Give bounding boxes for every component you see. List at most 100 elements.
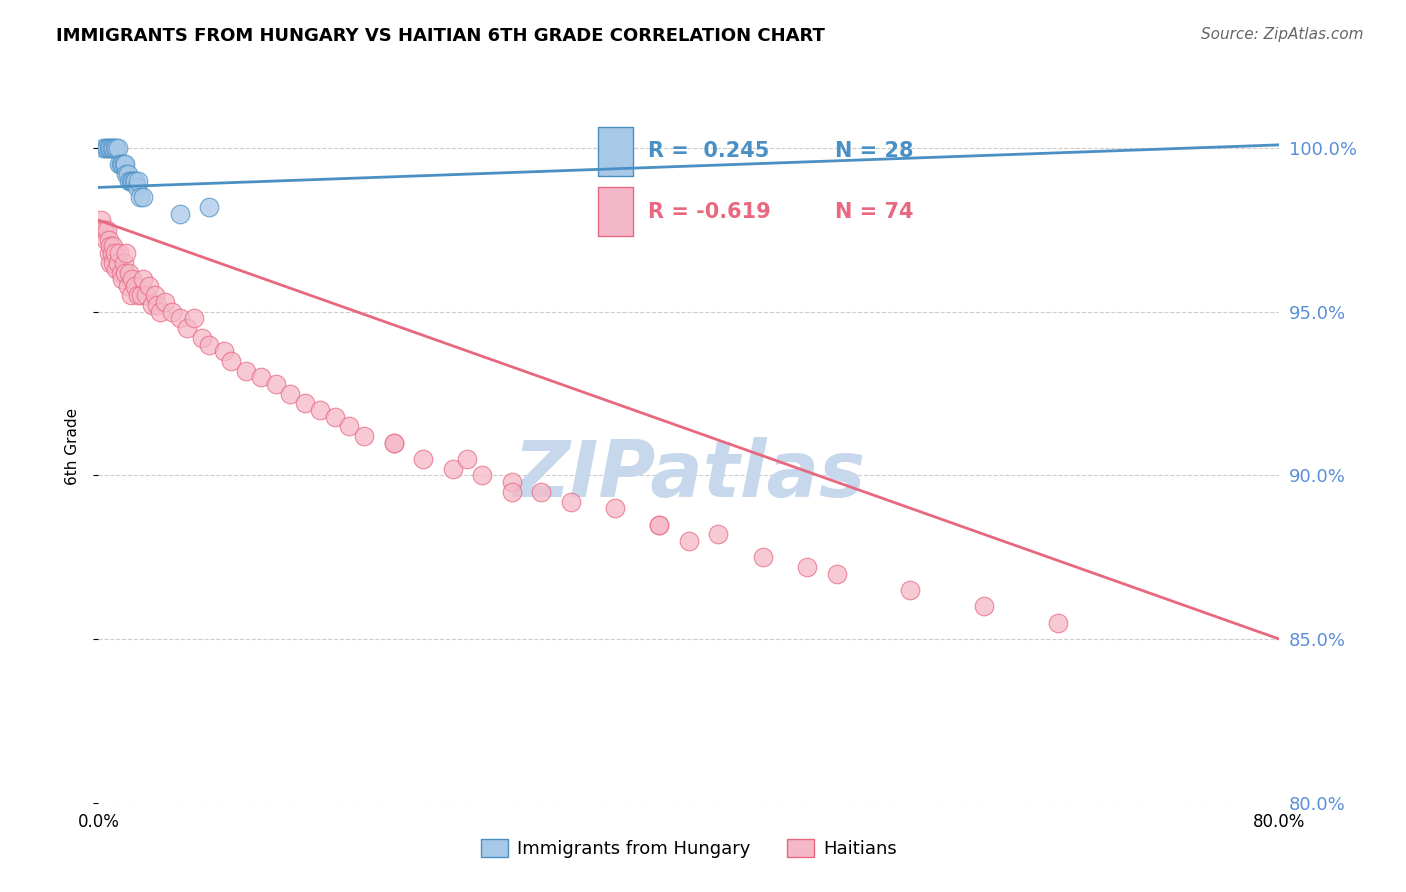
Point xyxy=(353,429,375,443)
Point xyxy=(339,419,361,434)
Point xyxy=(120,174,142,188)
Point xyxy=(90,213,112,227)
Point xyxy=(94,141,117,155)
Point xyxy=(1047,615,1070,630)
Point xyxy=(501,484,523,499)
Point xyxy=(114,266,136,280)
Point xyxy=(97,233,120,247)
Point xyxy=(138,278,160,293)
Point xyxy=(648,517,671,532)
Point xyxy=(91,223,114,237)
Point xyxy=(110,157,132,171)
Point xyxy=(111,157,134,171)
Point xyxy=(127,174,149,188)
Point xyxy=(112,255,135,269)
Point xyxy=(108,245,131,260)
Point xyxy=(605,501,627,516)
Point xyxy=(118,174,141,188)
Point xyxy=(107,255,129,269)
Point xyxy=(198,337,221,351)
Point xyxy=(132,272,155,286)
Point xyxy=(900,582,922,597)
Point xyxy=(294,396,316,410)
Point xyxy=(678,533,700,548)
Point xyxy=(530,484,553,499)
Point xyxy=(97,245,120,260)
Point xyxy=(132,190,155,204)
Point xyxy=(114,157,136,171)
Point xyxy=(183,311,205,326)
Point xyxy=(129,288,152,302)
Text: Source: ZipAtlas.com: Source: ZipAtlas.com xyxy=(1201,27,1364,42)
Point xyxy=(125,180,148,194)
Point xyxy=(117,167,139,181)
Text: ZIPatlas: ZIPatlas xyxy=(513,436,865,513)
Point xyxy=(108,157,131,171)
Point xyxy=(162,305,183,319)
Point xyxy=(100,245,122,260)
Point xyxy=(169,206,191,220)
Point xyxy=(112,157,135,171)
Point xyxy=(98,141,121,155)
Point xyxy=(382,435,405,450)
Point xyxy=(121,272,143,286)
Point xyxy=(121,174,143,188)
Point xyxy=(323,409,346,424)
Y-axis label: 6th Grade: 6th Grade xyxy=(65,408,80,484)
Point xyxy=(120,288,142,302)
Point xyxy=(98,255,121,269)
Point xyxy=(117,278,139,293)
Point xyxy=(973,599,995,614)
Point xyxy=(153,295,176,310)
Point xyxy=(128,190,150,204)
Point xyxy=(127,288,149,302)
Point xyxy=(825,566,848,581)
Point xyxy=(143,288,166,302)
Point xyxy=(103,141,125,155)
Point xyxy=(118,266,141,280)
Point xyxy=(560,494,582,508)
Point xyxy=(135,288,157,302)
Point xyxy=(122,174,145,188)
Point xyxy=(141,298,163,312)
Point xyxy=(105,262,128,277)
Point xyxy=(111,272,134,286)
Legend: Immigrants from Hungary, Haitians: Immigrants from Hungary, Haitians xyxy=(474,831,904,865)
Point xyxy=(96,223,118,237)
Point xyxy=(471,468,494,483)
Point xyxy=(124,174,146,188)
Point xyxy=(191,331,214,345)
Point xyxy=(382,435,405,450)
Point xyxy=(149,305,172,319)
Point xyxy=(309,403,332,417)
Point xyxy=(97,141,120,155)
Point xyxy=(796,560,818,574)
Point xyxy=(115,245,138,260)
Point xyxy=(104,141,127,155)
Point xyxy=(264,376,287,391)
Point xyxy=(103,239,125,253)
Point xyxy=(110,266,132,280)
Point xyxy=(98,239,121,253)
Point xyxy=(115,167,138,181)
Point xyxy=(100,141,122,155)
Point xyxy=(169,311,191,326)
Point xyxy=(412,452,434,467)
Point xyxy=(198,200,221,214)
Point xyxy=(91,141,114,155)
Point xyxy=(441,462,464,476)
Point xyxy=(93,223,115,237)
Point xyxy=(752,550,775,565)
Point xyxy=(707,527,730,541)
Point xyxy=(124,278,146,293)
Point xyxy=(457,452,479,467)
Point xyxy=(212,344,235,359)
Point xyxy=(105,141,128,155)
Point xyxy=(94,233,117,247)
Point xyxy=(107,141,129,155)
Point xyxy=(221,354,243,368)
Point xyxy=(250,370,273,384)
Point xyxy=(96,141,118,155)
Point xyxy=(103,255,125,269)
Point xyxy=(501,475,523,489)
